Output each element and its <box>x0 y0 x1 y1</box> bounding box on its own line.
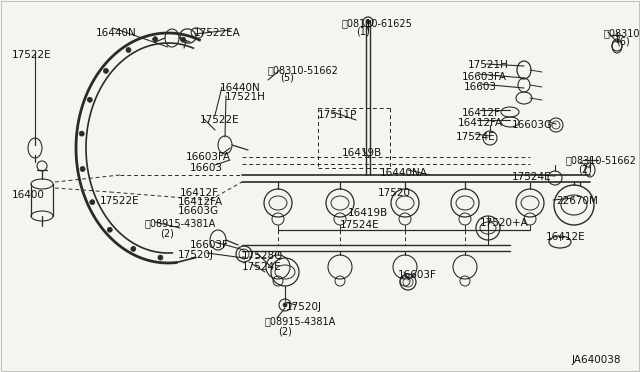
Text: (2): (2) <box>160 228 174 238</box>
Text: (5): (5) <box>280 73 294 83</box>
Text: 16603: 16603 <box>464 82 497 92</box>
Text: 17524E: 17524E <box>340 220 380 230</box>
Text: 17524E: 17524E <box>456 132 495 142</box>
Text: 22670M: 22670M <box>556 196 598 206</box>
Text: (2): (2) <box>278 326 292 336</box>
Text: 16412F: 16412F <box>462 108 501 118</box>
Circle shape <box>131 246 136 251</box>
Text: 16440N: 16440N <box>220 83 260 93</box>
Circle shape <box>153 37 157 42</box>
Text: 16419B: 16419B <box>348 208 388 218</box>
Text: 16412FA: 16412FA <box>178 197 223 207</box>
Text: 17522E: 17522E <box>100 196 140 206</box>
Text: 16412E: 16412E <box>546 232 586 242</box>
Circle shape <box>180 37 186 42</box>
Text: 16603G: 16603G <box>512 120 553 130</box>
Text: 17522E: 17522E <box>200 115 239 125</box>
Text: 16440N: 16440N <box>96 28 137 38</box>
Text: 17520J: 17520J <box>178 250 214 260</box>
Text: 17520+A: 17520+A <box>480 218 529 228</box>
Circle shape <box>283 303 287 307</box>
Text: 17521H: 17521H <box>225 92 266 102</box>
Text: 16603FA: 16603FA <box>462 72 507 82</box>
Text: (6): (6) <box>616 37 630 47</box>
Text: 16603F: 16603F <box>190 240 229 250</box>
Circle shape <box>366 20 370 24</box>
Text: (1): (1) <box>356 27 370 37</box>
Text: 17521H: 17521H <box>468 60 509 70</box>
Text: 17522E: 17522E <box>12 50 52 60</box>
Circle shape <box>87 97 92 102</box>
Text: 16400: 16400 <box>12 190 45 200</box>
Text: 17528Q: 17528Q <box>242 251 284 261</box>
Text: 17522EA: 17522EA <box>194 28 241 38</box>
Text: 17511P: 17511P <box>318 110 357 120</box>
Circle shape <box>80 167 85 171</box>
Text: 16412F: 16412F <box>180 188 219 198</box>
Text: 16419B: 16419B <box>342 148 382 158</box>
Text: 16412FA: 16412FA <box>458 118 503 128</box>
Text: 16440NA: 16440NA <box>380 168 428 178</box>
Circle shape <box>126 48 131 52</box>
Text: 16603G: 16603G <box>178 206 219 216</box>
Text: 17520: 17520 <box>378 188 411 198</box>
Circle shape <box>79 131 84 136</box>
Text: 16603F: 16603F <box>398 270 437 280</box>
Text: Ⓜ08310-51662: Ⓜ08310-51662 <box>604 28 640 38</box>
Text: 17524E: 17524E <box>512 172 552 182</box>
Text: Ⓞ08915-4381A: Ⓞ08915-4381A <box>145 218 216 228</box>
Text: 16603FA: 16603FA <box>186 152 231 162</box>
Circle shape <box>104 68 108 73</box>
Text: 17520J: 17520J <box>286 302 322 312</box>
Circle shape <box>90 200 95 205</box>
Text: Ⓜ08310-51662: Ⓜ08310-51662 <box>268 65 339 75</box>
Text: 16603: 16603 <box>190 163 223 173</box>
Circle shape <box>158 255 163 260</box>
Text: Ⓞ08915-4381A: Ⓞ08915-4381A <box>265 316 336 326</box>
Text: (2): (2) <box>578 164 592 174</box>
Text: JA640038: JA640038 <box>572 355 621 365</box>
Text: Ⓐ08110-61625: Ⓐ08110-61625 <box>342 18 413 28</box>
Text: 17524E: 17524E <box>242 262 282 272</box>
Circle shape <box>108 227 112 232</box>
Text: Ⓜ08310-51662: Ⓜ08310-51662 <box>566 155 637 165</box>
